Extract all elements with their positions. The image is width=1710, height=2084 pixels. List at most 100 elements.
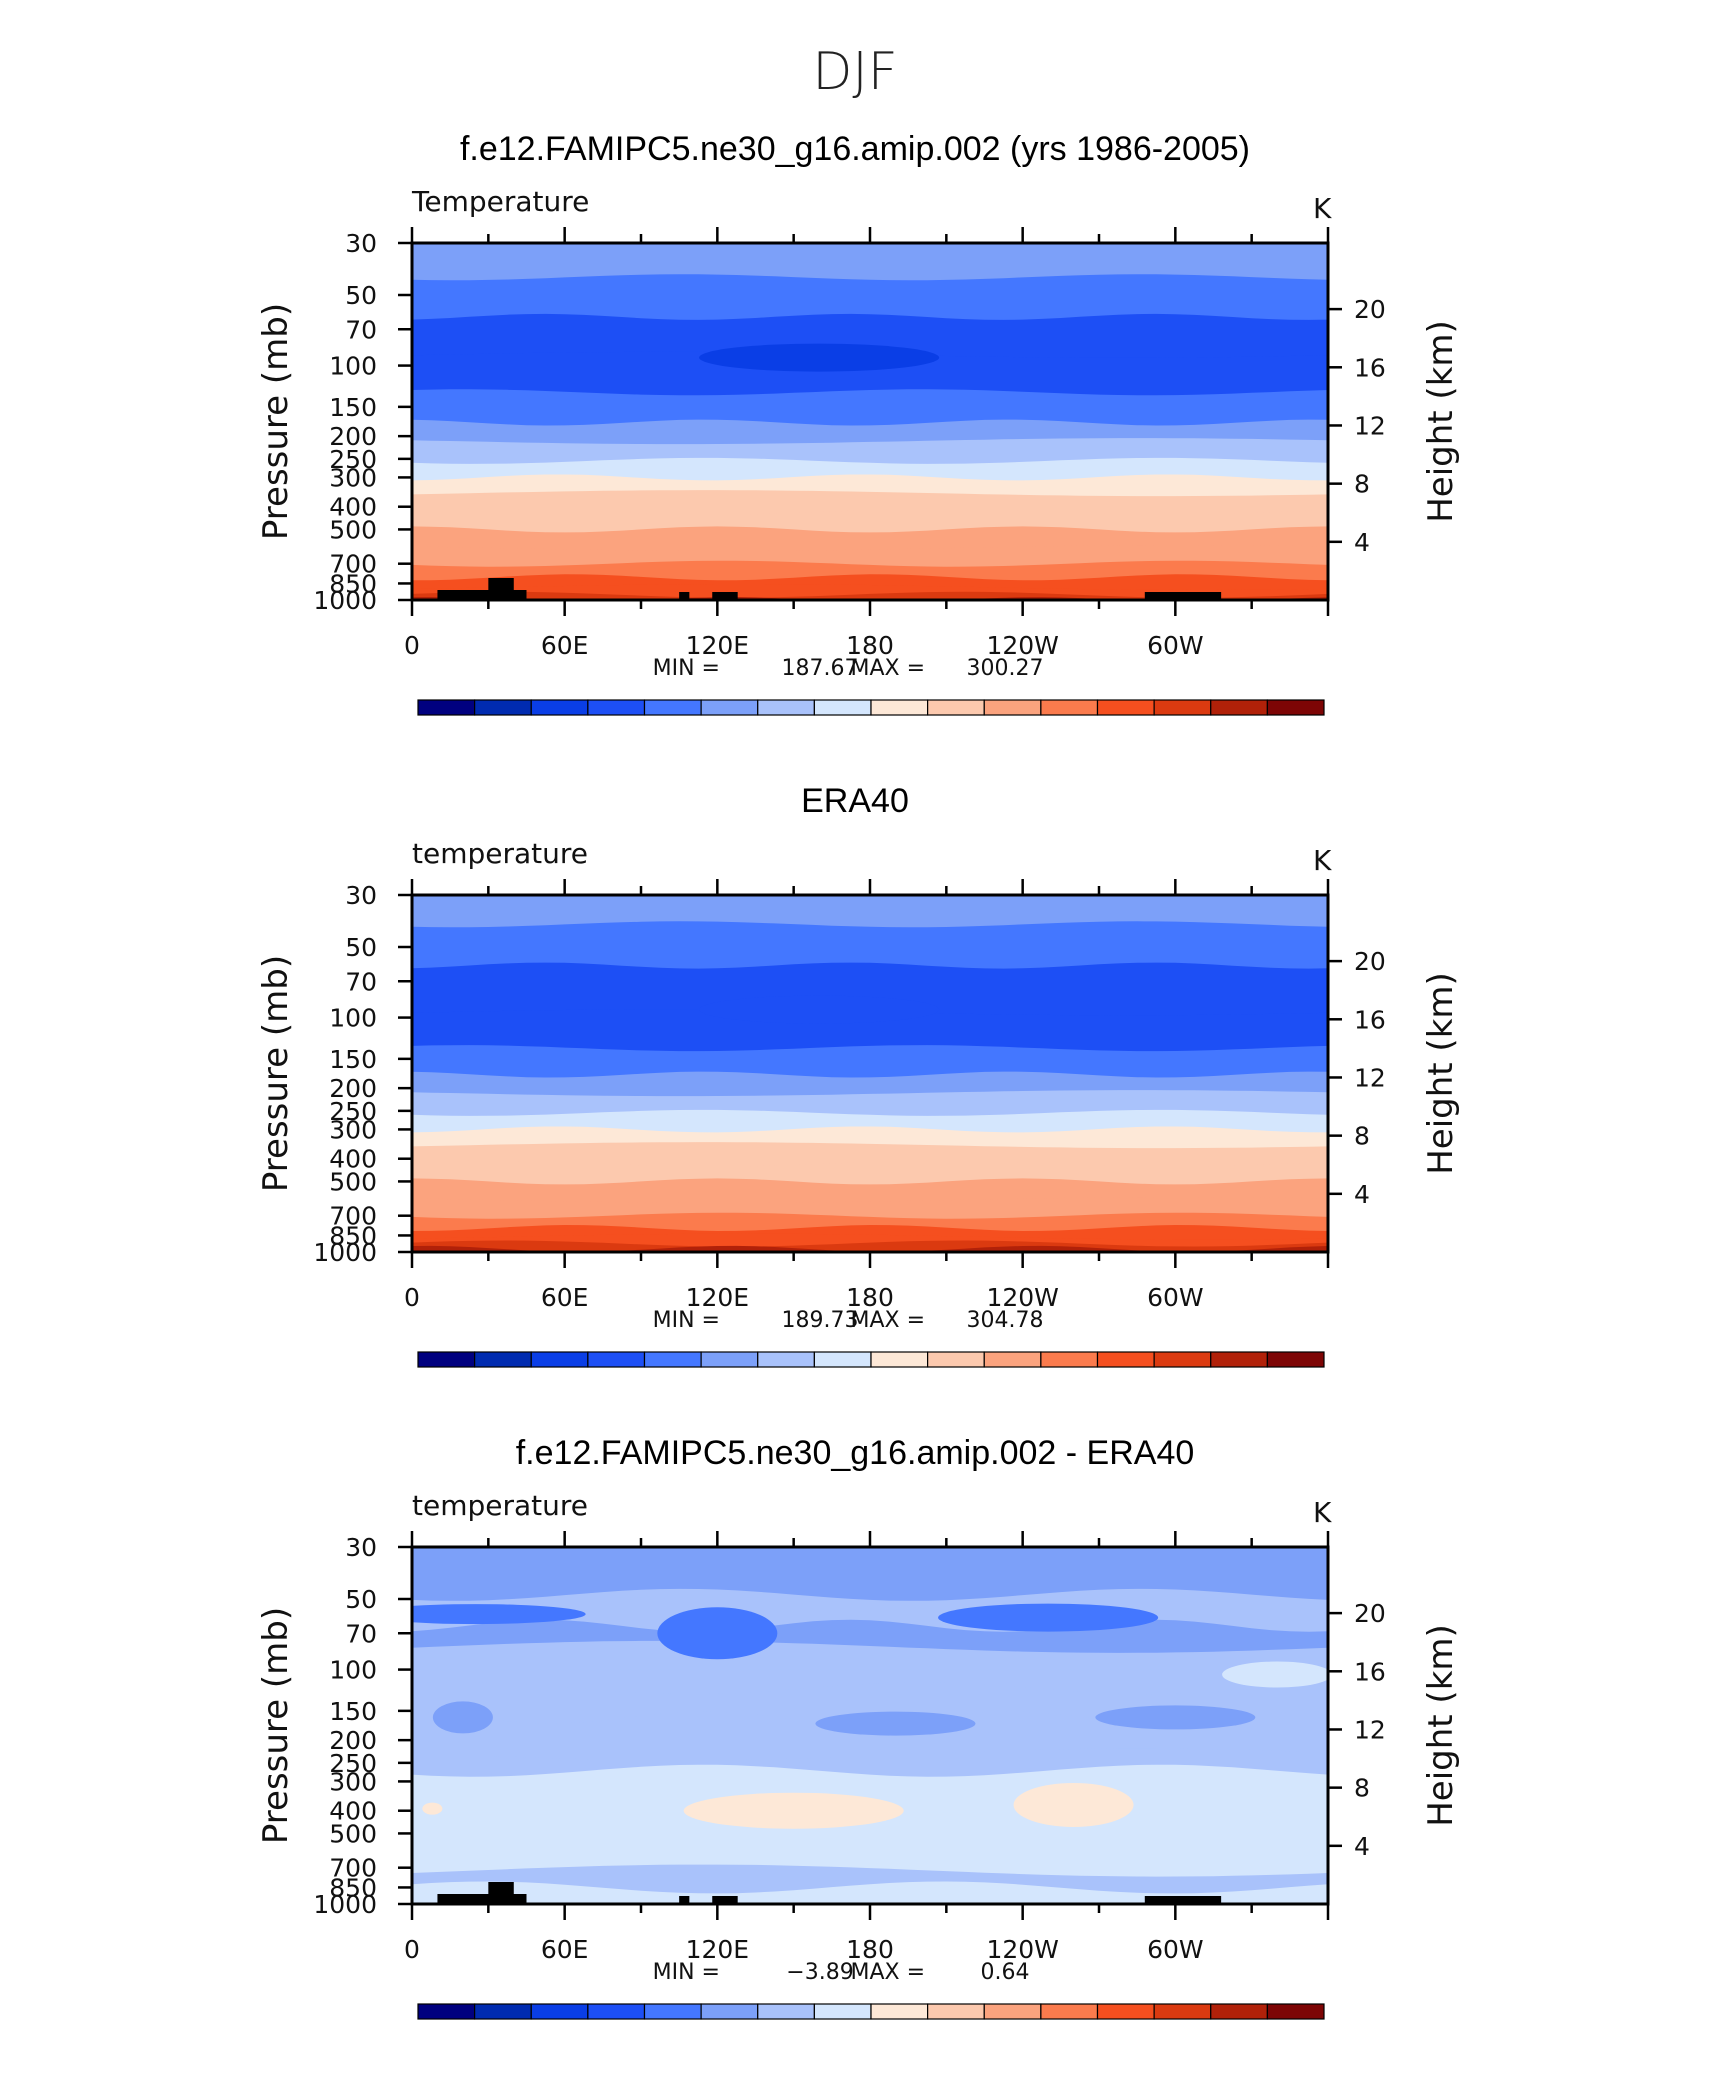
colorbar-label: 190 [565,1379,611,1382]
colorbar-swatch [417,1351,476,1368]
x-tick-label: 120W [986,1283,1058,1312]
y-axis-label: Pressure (mb) [256,955,296,1192]
stats-max-value: 304.78 [967,1308,1044,1333]
y-tick-label: 500 [329,515,377,544]
colorbar-swatch [927,699,985,716]
y-tick-label: 850 [329,1221,377,1250]
y-axis-label: Pressure (mb) [256,303,296,540]
y-tick-right-label: 16 [1354,1657,1386,1686]
y-tick-right-label: 12 [1354,1063,1386,1092]
stats-max-value: 300.27 [967,656,1044,681]
x-tick-label: 60W [1147,1283,1204,1312]
y-tick-right-label: 4 [1354,1832,1370,1861]
y-tick-label: 50 [345,933,377,962]
y-tick-label: 50 [345,1585,377,1614]
panel-title: f.e12.FAMIPC5.ne30_g16.amip.002 (yrs 198… [459,130,1251,168]
stats-max-label: MAX = [850,1960,925,1985]
colorbar-label: −4 [627,2031,662,2034]
colorbar-swatch [757,699,815,716]
x-tick-label: 60W [1147,1935,1204,1964]
contour-fill [412,243,1328,600]
stats-min-label: MIN = [653,1308,720,1333]
colorbar-swatch [1096,699,1155,716]
contour-cell [815,1711,976,1736]
colorbar-swatch [1096,1351,1155,1368]
y-tick-label: 70 [345,1619,377,1648]
colorbar-swatch [983,2003,1042,2020]
y-tick-label: 400 [329,493,377,522]
panel-title: f.e12.FAMIPC5.ne30_g16.amip.002 - ERA40 [515,1434,1195,1472]
y-tick-label: 200 [329,1074,377,1103]
panel-title: ERA40 [801,782,909,820]
y-tick-right-label: 4 [1354,528,1370,557]
colorbar-swatch [1210,1351,1268,1368]
figure-title: DJF [812,42,898,102]
topography-mask [488,578,514,600]
colorbar-swatch [700,1351,759,1368]
colorbar-swatch [983,1351,1042,1368]
colorbar-swatch [1210,2003,1268,2020]
colorbar-swatch [587,2003,646,2020]
colorbar-swatch [474,2003,532,2020]
y-tick-right-label: 20 [1354,947,1386,976]
colorbar-label: 270 [1018,1379,1064,1382]
topography-mask [488,1882,514,1904]
contour-plot: 0 60E 120E 180 120W 60W3050701001502002503004… [256,1531,1461,2034]
contour-cell [422,1802,443,1815]
y-tick-label: 700 [329,1202,377,1231]
topography-mask [437,1894,527,1904]
colorbar-label: −9 [457,2031,492,2034]
y-tick-label: 30 [345,881,377,910]
colorbar-swatch [927,2003,985,2020]
colorbar-label: −5 [570,2031,605,2034]
colorbar-label: 1 [920,2031,935,2034]
colorbar-label: 300 [1244,1379,1290,1382]
colorbar-swatch [813,699,872,716]
contour-cell [1222,1661,1328,1688]
y-tick-label: 150 [329,393,377,422]
colorbar-swatch [474,699,532,716]
y-tick-right-label: 16 [1354,1005,1386,1034]
colorbar-swatch [1153,1351,1212,1368]
contour-cell [1013,1782,1134,1827]
colorbar-swatch [870,1351,929,1368]
y-axis-label: Pressure (mb) [256,1607,296,1844]
colorbar-swatch [643,2003,702,2020]
colorbar-swatch [587,1351,646,1368]
y-tick-right-label: 12 [1354,411,1386,440]
stats-min-value: 189.73 [782,1308,859,1333]
colorbar-swatch [813,1351,872,1368]
topography-mask [1144,1896,1222,1904]
colorbar-swatch [530,2003,589,2020]
y-tick-label: 200 [329,1726,377,1755]
y-tick-label: 150 [329,1045,377,1074]
stats-max-value: 0.64 [981,1960,1030,1985]
y-tick-right-label: 8 [1354,470,1370,499]
colorbar-label: 9 [1260,2031,1275,2034]
colorbar-label: 3 [1033,2031,1048,2034]
colorbar-swatch [813,2003,872,2020]
contour-cell [657,1607,778,1660]
stats-min-label: MIN = [653,1960,720,1985]
y-tick-label: 70 [345,967,377,996]
y-axis-right-label: Height (km) [1421,972,1461,1175]
y-tick-label: 1000 [313,1238,377,1267]
y-tick-label: 700 [329,1854,377,1883]
colorbar-label: 2 [977,2031,992,2034]
colorbar-swatch [1266,2003,1325,2020]
x-tick-label: 180 [846,1935,894,1964]
x-tick-label: 60E [541,1283,589,1312]
colorbar-swatch [1040,2003,1099,2020]
colorbar-label: 210 [678,1379,724,1382]
colorbar-label: −1 [797,2031,832,2034]
colorbar-label: 190 [565,727,611,730]
colorbar-label: 230 [791,1379,837,1382]
contour-cell [699,995,940,1024]
contour-fill [412,1547,1328,1904]
stats-max-label: MAX = [850,1308,925,1333]
y-tick-label: 100 [329,1004,377,1033]
contour-plot: 0 60E 120E 180 120W 60W3050701001502002503004… [256,227,1461,730]
colorbar-label: 5 [1146,2031,1161,2034]
contour-band [412,591,1328,600]
y-tick-right-label: 4 [1354,1180,1370,1209]
